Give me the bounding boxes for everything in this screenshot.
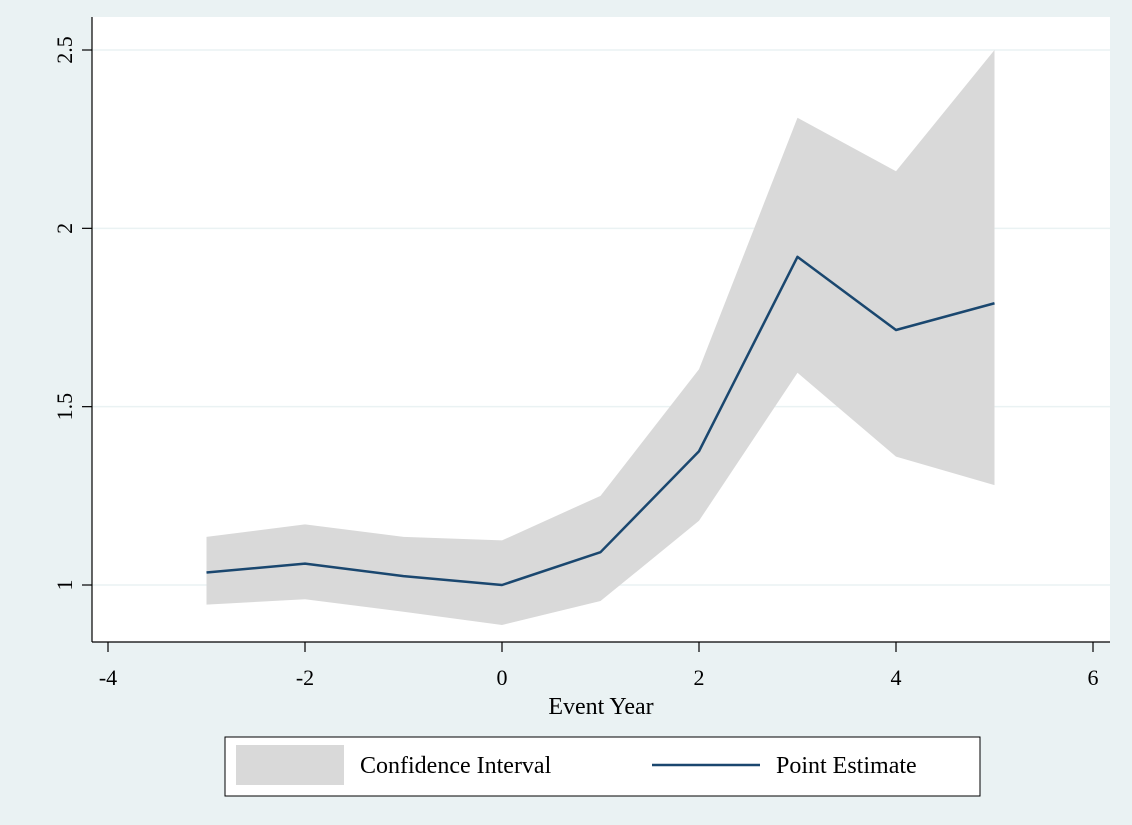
x-tick-label--2: -2 [296, 665, 314, 690]
x-axis-title: Event Year [548, 694, 653, 720]
x-tick-label-2: 2 [694, 665, 705, 690]
x-tick-label-0: 0 [497, 665, 508, 690]
x-axis-ticks: -4 -2 0 2 4 6 [99, 642, 1099, 690]
y-tick-label-2: 2 [52, 223, 77, 234]
confidence-band-layer [206, 50, 995, 625]
x-tick-label-4: 4 [891, 665, 902, 690]
legend: Confidence Interval Point Estimate [224, 736, 981, 797]
axes [91, 17, 1110, 643]
legend-swatch-confidence-interval [236, 745, 344, 785]
legend-label-point-estimate: Point Estimate [776, 753, 917, 779]
confidence-interval-band [206, 50, 995, 625]
y-axis-ticks: 1 1.5 2 2.5 [52, 36, 92, 591]
legend-box [224, 736, 981, 797]
y-tick-label-2.5: 2.5 [52, 36, 77, 64]
x-tick-label-6: 6 [1088, 665, 1099, 690]
x-tick-label--4: -4 [99, 665, 117, 690]
point-estimate-layer [206, 255, 995, 587]
legend-label-confidence-interval: Confidence Interval [360, 753, 552, 779]
y-tick-label-1: 1 [52, 580, 77, 591]
y-tick-label-1.5: 1.5 [52, 393, 77, 421]
